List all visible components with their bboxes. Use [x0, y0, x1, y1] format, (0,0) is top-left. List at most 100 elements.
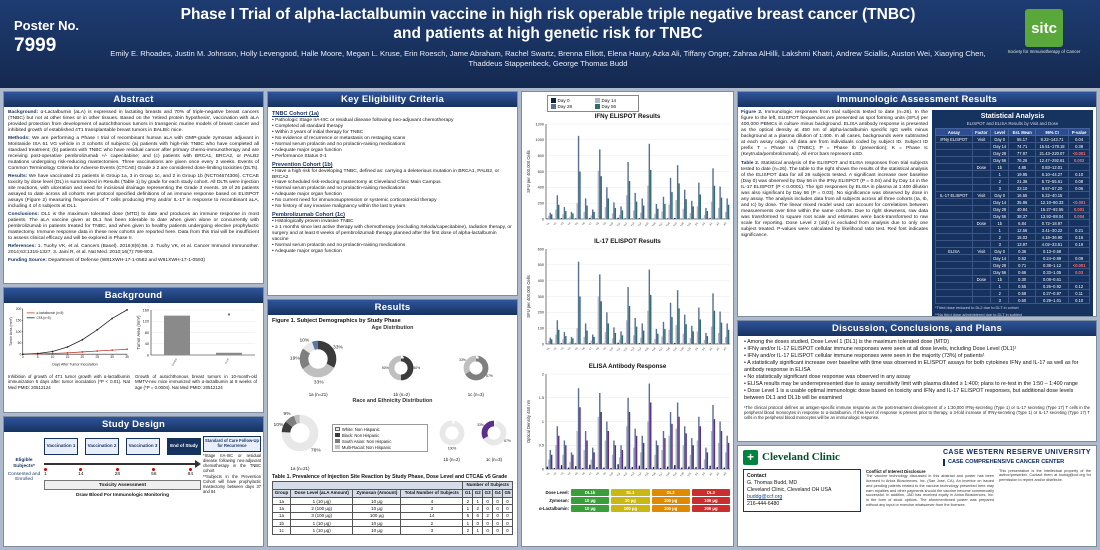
svg-text:T20: T20: [679, 471, 685, 477]
svg-text:P1: P1: [694, 471, 699, 476]
prevention-cohort-bullets: • Have a high risk for developing TNBC, …: [272, 168, 500, 210]
discussion-footnote: ¹The clinical protocol defines an antige…: [744, 405, 1090, 421]
stats-table: Assay Factor Level Est. Mean 95% CI P-value IF…: [935, 127, 1090, 305]
svg-text:T16: T16: [651, 346, 657, 352]
svg-text:T9: T9: [602, 221, 607, 226]
svg-text:P2: P2: [701, 471, 706, 476]
svg-text:K2: K2: [715, 346, 720, 351]
elisa-title: ELISA Antibody Response: [588, 363, 667, 370]
svg-text:T6: T6: [581, 471, 586, 476]
svg-text:T1: T1: [545, 346, 550, 351]
abstract-heading: Abstract: [4, 92, 263, 107]
svg-text:T9: T9: [602, 471, 607, 476]
case-western-logo: CASE WESTERN RESERVE UNIVERSITY CASE COM…: [942, 449, 1091, 466]
svg-text:9%: 9%: [283, 411, 291, 417]
svg-text:T11: T11: [616, 471, 622, 477]
svg-text:T14: T14: [637, 471, 643, 477]
svg-text:P1: P1: [694, 221, 699, 226]
svg-text:T20: T20: [679, 346, 685, 352]
svg-text:T10: T10: [608, 221, 614, 227]
table1-caption: Table 1. Prevalence of Injection Site Re…: [272, 474, 508, 480]
svg-text:5: 5: [37, 355, 39, 359]
svg-text:T16: T16: [651, 221, 657, 227]
svg-text:76%: 76%: [311, 447, 321, 453]
svg-text:40: 40: [145, 342, 149, 346]
elisa-chart: 0 0.5 1 1.5 2 T1 T2 T3 T4 T5 T6 T7 T8 T9 T10 T11 T12 T13 T…: [525, 370, 732, 487]
svg-text:T15: T15: [644, 221, 650, 227]
svg-text:K3: K3: [722, 346, 727, 351]
svg-text:T15: T15: [644, 471, 650, 477]
svg-text:19%: 19%: [290, 356, 300, 362]
svg-text:35: 35: [125, 355, 129, 359]
svg-text:T7: T7: [588, 471, 593, 476]
svg-text:T19: T19: [672, 471, 678, 477]
svg-text:67%: 67%: [486, 374, 493, 378]
injection-site-reaction-table: Number of Subjects Group Dose Level (aLA A…: [271, 481, 513, 535]
study-design-section: Study Design Eligible Subjects* Consente…: [3, 416, 264, 547]
svg-text:100: 100: [538, 327, 544, 331]
svg-text:150: 150: [16, 318, 22, 322]
svg-text:T12: T12: [623, 221, 629, 227]
race-donut-row: 76% 10% 9% 1a (n=21) White: Non Hispanic Bla…: [272, 405, 513, 471]
svg-text:0: 0: [542, 217, 544, 221]
svg-text:0: 0: [22, 355, 24, 359]
authors-list: Emily E. Rhoades, Justin M. Johnson, Hol…: [110, 48, 986, 69]
svg-text:T13: T13: [630, 346, 636, 352]
stats-title: Statistical Analysis: [980, 113, 1045, 120]
poster-title: Phase I Trial of alpha-lactalbumin vacci…: [180, 6, 916, 43]
svg-text:100: 100: [16, 330, 22, 334]
svg-text:T17: T17: [658, 221, 664, 227]
sitc-logo: sitc Society for Immunotherapy of Cancer: [998, 9, 1090, 54]
svg-text:P2: P2: [701, 221, 706, 226]
cleveland-clinic-logo: Cleveland Clinic: [743, 449, 840, 465]
svg-text:T1: T1: [545, 221, 550, 226]
svg-text:Tumor Area (mm²): Tumor Area (mm²): [9, 317, 13, 346]
prevention-cohort-heading: Prevention Cohort (1b): [272, 161, 333, 168]
il17-elispot-chart: 0 100 200 300 400 500 600 T1 T2 T3 T4 T5 T6 T7 T8 T9 T10…: [525, 245, 732, 362]
age-donut-1a: 33% 33% 19% 10%: [290, 331, 346, 392]
background-fig2-caption: Growth of autochthonous breast tumors in…: [135, 374, 257, 390]
stats-footnote-2: **No third dose administered due to DLT …: [935, 312, 1023, 317]
vaccination-3-box: Vaccination 3: [126, 438, 160, 455]
svg-text:T1: T1: [545, 471, 550, 476]
cleveland-clinic-logo-mark: [743, 449, 758, 465]
svg-text:K1: K1: [708, 221, 713, 226]
svg-text:T3: T3: [560, 471, 565, 476]
svg-text:10%: 10%: [274, 422, 284, 428]
discussion-heading: Discussion, Conclusions, and Plans: [738, 321, 1096, 336]
tnbc-cohort-bullets: • Pathologic Stage IIA-IIIC or residual …: [272, 117, 454, 159]
race-distribution-label: Race and Ethnicity Distribution: [352, 398, 433, 404]
race-donut-1a: 76% 10% 9%: [272, 405, 328, 466]
age-donut-1c: 67% 33%: [457, 349, 495, 392]
tnbc-cohort-heading: TNBC Cohort (1a): [272, 111, 319, 117]
poster-number-label: Poster No.: [14, 18, 80, 33]
svg-text:T4: T4: [567, 471, 572, 476]
svg-text:T6: T6: [581, 346, 586, 351]
svg-text:K2: K2: [715, 471, 720, 476]
contact-email-link[interactable]: buddg@ccf.org: [747, 493, 783, 500]
svg-text:T5: T5: [574, 221, 579, 226]
svg-text:T13: T13: [630, 221, 636, 227]
svg-text:T17: T17: [658, 471, 664, 477]
svg-text:T2: T2: [553, 471, 558, 476]
svg-text:T18: T18: [665, 346, 671, 352]
svg-text:67%: 67%: [504, 439, 511, 443]
svg-text:120: 120: [143, 320, 149, 324]
column-1: Abstract Background: α-Lactalbumin (aLA)…: [3, 91, 264, 547]
svg-text:*: *: [228, 313, 231, 320]
svg-text:Optical Density 450 nm: Optical Density 450 nm: [526, 399, 531, 443]
immuno-text-block: Figure 2. Immunologic responses from tri…: [741, 110, 928, 238]
svg-text:50: 50: [18, 341, 22, 345]
pembrolizumab-cohort-heading: Pembrolizumab Cohort (1c): [272, 212, 346, 219]
svg-text:T18: T18: [665, 471, 671, 477]
svg-text:T4: T4: [567, 346, 572, 351]
discussion-bullets: • Among the doses studied, Dose Level 1 …: [744, 339, 1079, 402]
svg-text:2: 2: [542, 372, 544, 376]
svg-text:600: 600: [538, 247, 544, 251]
svg-text:T19: T19: [672, 346, 678, 352]
svg-text:Control: Control: [170, 357, 178, 367]
race-legend: White: Non Hispanic Black: Non Hispanic So…: [332, 424, 429, 452]
study-design-footnote-1: *Stage IIA-IIIC or residual disease foll…: [203, 452, 261, 473]
svg-text:α-LA: α-LA: [224, 357, 230, 364]
svg-text:T8: T8: [595, 471, 600, 476]
